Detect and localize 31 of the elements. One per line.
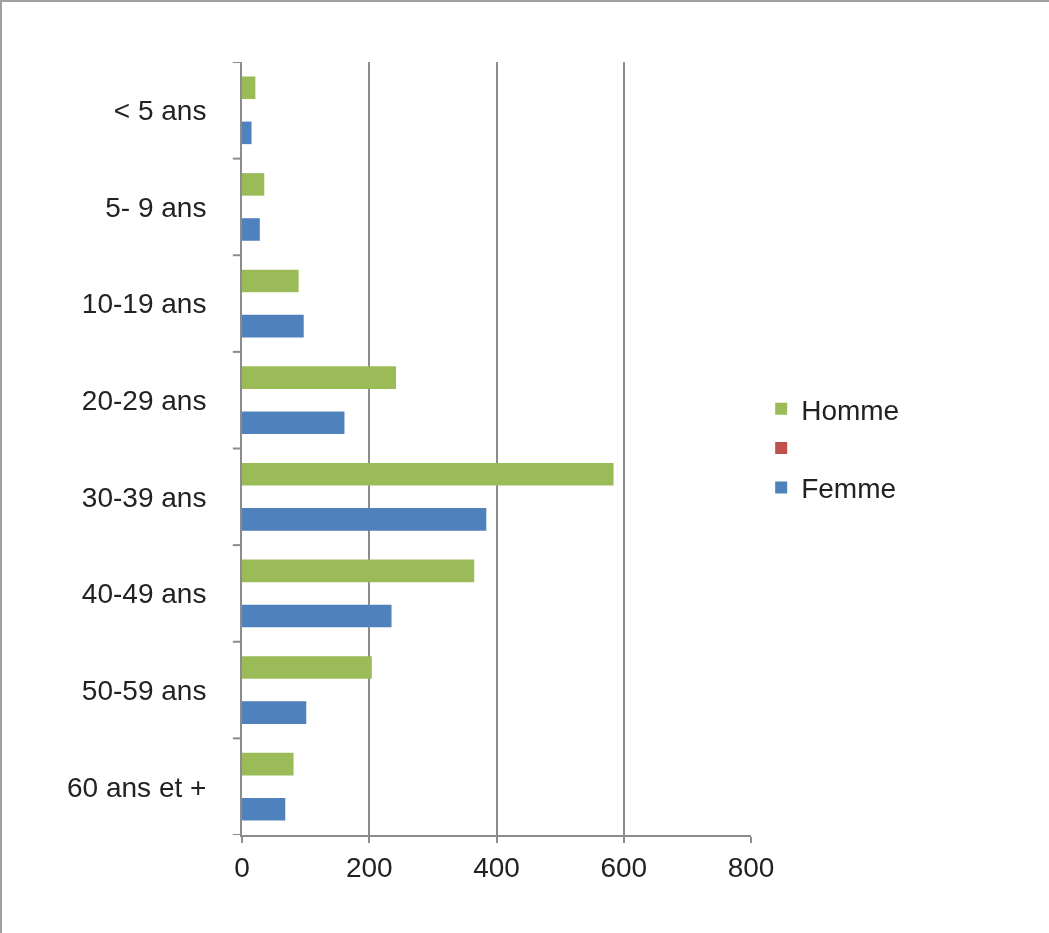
bar [242,218,260,241]
bar [242,701,307,724]
bar [242,797,286,821]
legend-label: Homme [801,394,900,426]
y-tick-label: 5- 9 ans [105,191,207,223]
x-tick-label: 400 [473,851,520,883]
x-tick-label: 800 [727,851,775,883]
x-tick-label: 200 [345,851,393,883]
bar [242,314,304,338]
bar [242,366,396,389]
bar [242,121,252,145]
bar [242,411,345,435]
y-tick-label: 30-39 ans [81,481,207,513]
y-tick-label: < 5 ans [113,95,207,127]
y-tick-label: 40-49 ans [81,578,207,610]
bar [242,508,487,531]
bar [242,656,372,679]
bar [242,269,299,293]
y-tick-label: 20-29 ans [81,384,207,416]
bar [242,752,294,776]
bar [242,559,475,583]
bar [242,173,265,196]
bar [242,462,614,486]
y-tick-label: 50-59 ans [81,674,207,706]
bar [242,76,256,100]
x-tick-label: 0 [234,851,250,883]
y-tick-label: 60 ans et + [67,771,207,803]
x-tick-label: 600 [600,851,648,883]
legend-label: Femme [801,473,897,505]
y-tick-label: 10-19 ans [81,288,207,320]
bar [242,604,392,628]
